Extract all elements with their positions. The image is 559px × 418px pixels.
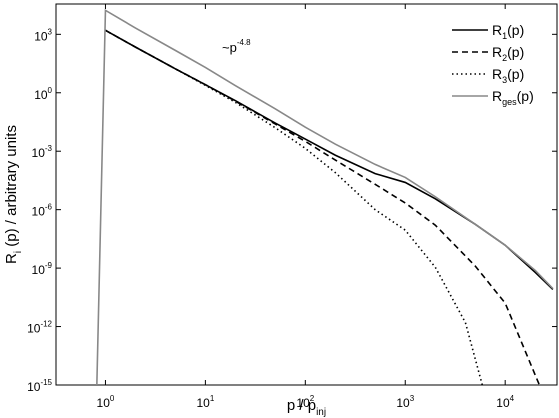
legend-label: R3(p) [492, 66, 524, 85]
legend-label: Rges(p) [492, 88, 534, 107]
y-axis-label-main: R [3, 253, 20, 264]
legend-label-rest: (p) [507, 22, 524, 38]
annotation-base: ~p [222, 40, 237, 55]
y-tick-label-exp: -12 [40, 320, 52, 329]
y-tick-label: 10-9 [32, 261, 53, 277]
y-tick-label-base: 10 [27, 322, 41, 336]
series-line [105, 29, 554, 291]
y-tick-label-exp: 3 [48, 27, 53, 36]
y-tick-label: 10-15 [27, 378, 52, 394]
series-line [105, 29, 484, 385]
x-tick-label-exp: 2 [310, 394, 315, 403]
y-tick-label-exp: -6 [45, 203, 53, 212]
y-axis-label-rest: (p) / arbitrary units [3, 125, 20, 251]
plot-area [96, 8, 554, 385]
x-tick-label: 103 [396, 394, 414, 410]
y-axis-label-sub: i [13, 251, 24, 253]
x-axis-label: p / pinj [287, 397, 326, 418]
y-tick-label: 10-3 [32, 144, 53, 160]
y-tick-label-base: 10 [32, 205, 46, 219]
x-tick-label-base: 10 [296, 396, 310, 410]
legend-label-rest: (p) [517, 88, 534, 104]
legend-label-main: R [492, 88, 502, 104]
legend-label-sub: 1 [502, 31, 507, 41]
annotation: ~p-4.8 [222, 38, 251, 55]
x-axis-label-main: p / p [287, 397, 316, 414]
y-tick-label-base: 10 [32, 146, 46, 160]
x-tick-label-exp: 0 [110, 394, 115, 403]
x-tick-label: 104 [496, 394, 514, 410]
series-line [96, 8, 554, 385]
legend-label-main: R [492, 66, 502, 82]
x-tick-label: 102 [296, 394, 314, 410]
x-axis-label-sub: inj [316, 407, 326, 418]
legend-label-rest: (p) [507, 44, 524, 60]
y-tick-label-base: 10 [34, 29, 48, 43]
y-tick-label-base: 10 [32, 263, 46, 277]
x-tick-label-base: 10 [396, 396, 410, 410]
series-line [105, 29, 541, 385]
x-tick-label: 101 [196, 394, 214, 410]
x-tick-label-exp: 1 [210, 394, 215, 403]
y-tick-label-base: 10 [27, 380, 41, 394]
x-tick-label-base: 10 [97, 396, 111, 410]
y-tick-label: 103 [34, 27, 52, 43]
y-tick-label: 10-12 [27, 320, 52, 336]
legend-label-main: R [492, 22, 502, 38]
x-tick-label-base: 10 [496, 396, 510, 410]
annotation-exp: -4.8 [237, 38, 251, 47]
x-tick-label: 100 [97, 394, 115, 410]
legend-label-main: R [492, 44, 502, 60]
x-tick-label-base: 10 [196, 396, 210, 410]
y-tick-label: 10-6 [32, 203, 53, 219]
y-tick-label-base: 10 [34, 88, 48, 102]
y-tick-label-exp: -9 [45, 261, 53, 270]
y-tick-label: 100 [34, 86, 52, 102]
legend-label-sub: ges [502, 97, 517, 107]
legend-label: R2(p) [492, 44, 524, 63]
legend-label-rest: (p) [507, 66, 524, 82]
y-tick-label-exp: -15 [40, 378, 52, 387]
x-tick-label-exp: 3 [410, 394, 415, 403]
legend-label-sub: 2 [502, 53, 507, 63]
y-tick-label-exp: 0 [48, 86, 53, 95]
y-axis-label: Ri (p) / arbitrary units [3, 125, 24, 264]
plot-frame [55, 3, 558, 386]
legend-label-sub: 3 [502, 75, 507, 85]
legend-label: R1(p) [492, 22, 524, 41]
x-tick-label-exp: 4 [510, 394, 515, 403]
y-tick-label-exp: -3 [45, 144, 53, 153]
